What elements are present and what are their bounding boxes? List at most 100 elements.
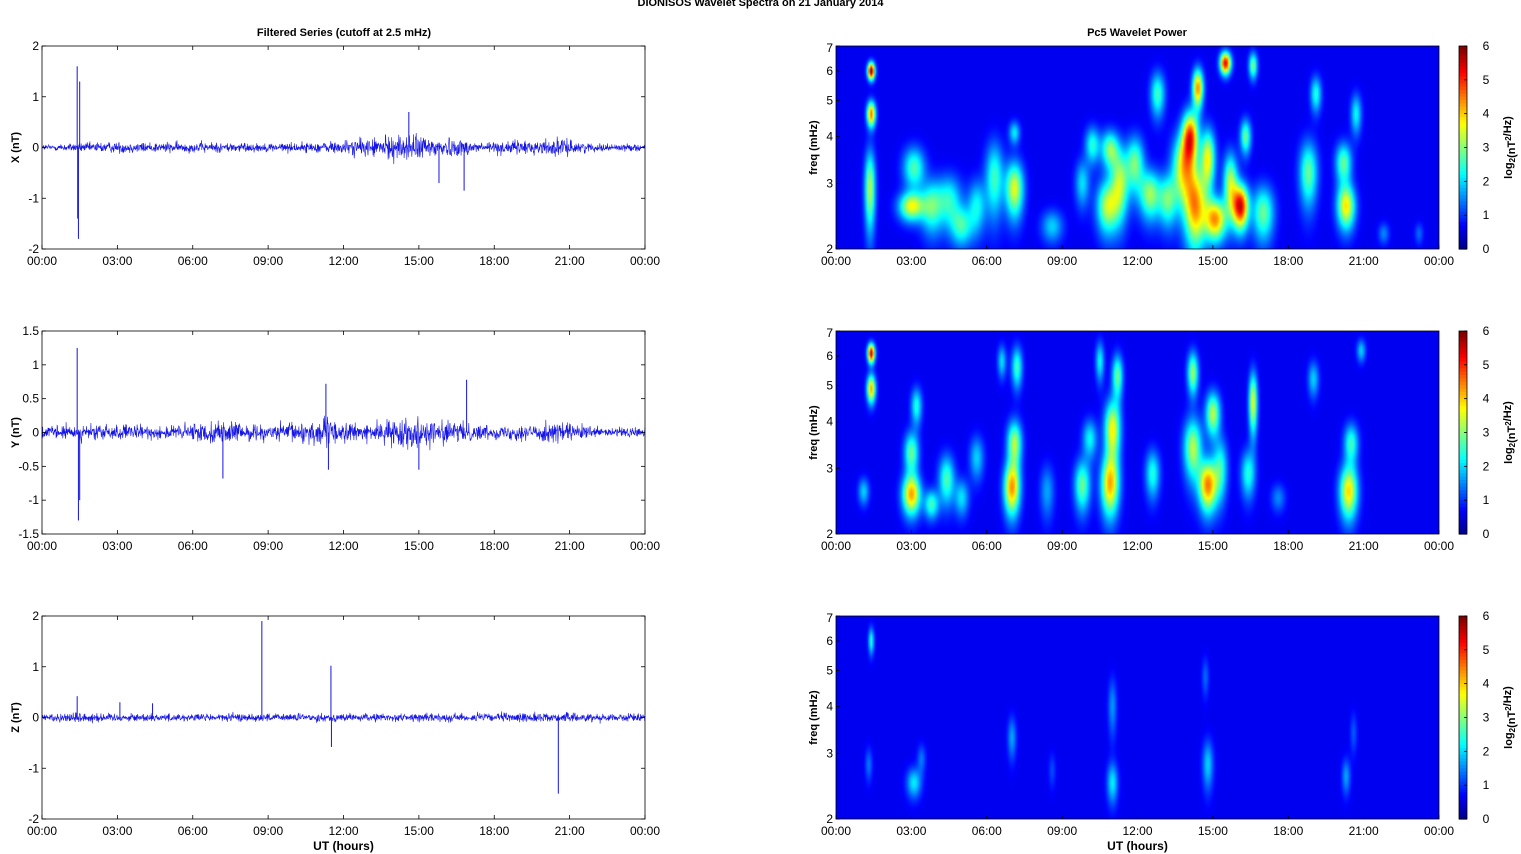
colorbar-swatch: [1459, 710, 1467, 715]
colorbar-swatch: [1459, 218, 1467, 223]
colorbar-swatch: [1459, 164, 1467, 169]
y-tick-label: 7: [826, 611, 833, 625]
colorbar-swatch: [1459, 449, 1467, 454]
x-tick-label: 00:00: [821, 539, 851, 553]
colorbar-swatch: [1459, 778, 1467, 783]
colorbar-swatch: [1459, 93, 1467, 98]
colorbar-swatch: [1459, 717, 1467, 722]
y-tick-label: 6: [826, 634, 833, 648]
x-tick-label: 12:00: [1122, 824, 1152, 838]
colorbar-swatch: [1459, 680, 1467, 685]
z-series-trace: [41, 711, 645, 724]
colorbar-tick-label: 6: [1483, 39, 1490, 53]
y-tick-label: 7: [826, 41, 833, 55]
colorbar-swatch: [1459, 69, 1467, 74]
colorbar-swatch: [1459, 479, 1467, 484]
colorbar-swatch: [1459, 79, 1467, 84]
colorbar-tick-label: 2: [1483, 174, 1490, 188]
colorbar-swatch: [1459, 418, 1467, 423]
colorbar-swatch: [1459, 805, 1467, 810]
x-wavelet-heatmap-image: [836, 46, 1439, 249]
colorbar-swatch: [1459, 358, 1467, 363]
x-tick-label: 00:00: [27, 539, 57, 553]
y-tick-label: 0.5: [22, 392, 39, 406]
colorbar-swatch: [1459, 56, 1467, 61]
colorbar-swatch: [1459, 513, 1467, 518]
colorbar-swatch: [1459, 137, 1467, 142]
colorbar-swatch: [1459, 775, 1467, 779]
colorbar-tick-label: 2: [1483, 459, 1490, 473]
colorbar-tick-label: 4: [1483, 392, 1490, 406]
x-tick-label: 00:00: [630, 824, 660, 838]
y-tick-label: 2: [32, 39, 39, 53]
colorbar-swatch: [1459, 493, 1467, 498]
y-tick-label: 2: [32, 609, 39, 623]
y-axis-label: freq (mHz): [808, 405, 820, 460]
y-tick-label: -2: [28, 812, 39, 826]
colorbar-swatch: [1459, 201, 1467, 206]
colorbar-swatch: [1459, 344, 1467, 349]
colorbar-swatch: [1459, 429, 1467, 434]
colorbar-tick-label: 4: [1483, 677, 1490, 691]
x-tick-label: 18:00: [1273, 254, 1303, 268]
colorbar-swatch: [1459, 364, 1467, 369]
x-tick-label: 18:00: [1273, 539, 1303, 553]
colorbar-swatch: [1459, 622, 1467, 627]
colorbar-swatch: [1459, 446, 1467, 451]
colorbar-tick-label: 0: [1483, 242, 1490, 256]
colorbar-swatch: [1459, 211, 1467, 216]
z-series-panel: 00:00 03:00 06:00 09:00 12:00 15:00 18:00 21:00…: [10, 609, 660, 853]
colorbar-swatch: [1459, 510, 1467, 515]
colorbar-swatch: [1459, 500, 1467, 505]
colorbar-swatch: [1459, 391, 1467, 396]
y-tick-label: 7: [826, 326, 833, 340]
colorbar-swatch: [1459, 656, 1467, 661]
colorbar-swatch: [1459, 374, 1467, 379]
colorbar-swatch: [1459, 388, 1467, 393]
colorbar-swatch: [1459, 238, 1467, 243]
colorbar-swatch: [1459, 184, 1467, 189]
colorbar: 0 1 2 3 4 5 6 log2(nT2/Hz): [1458, 609, 1518, 826]
colorbar-swatch: [1459, 812, 1467, 817]
colorbar-tick-label: 3: [1483, 711, 1490, 725]
colorbar-swatch: [1459, 123, 1467, 128]
colorbar-swatch: [1459, 724, 1467, 729]
colorbar-swatch: [1459, 646, 1467, 651]
x-tick-label: 06:00: [178, 824, 208, 838]
colorbar-swatch: [1459, 408, 1467, 413]
colorbar-swatch: [1459, 140, 1467, 145]
x-tick-label: 18:00: [479, 539, 509, 553]
colorbar-swatch: [1459, 130, 1467, 135]
x-tick-label: 00:00: [821, 824, 851, 838]
x-tick-label: 09:00: [253, 824, 283, 838]
x-tick-label: 12:00: [328, 824, 358, 838]
y-tick-label: 6: [826, 349, 833, 363]
colorbar-swatch: [1459, 700, 1467, 705]
colorbar-swatch: [1459, 496, 1467, 501]
y-wavelet-heatmap-image: [836, 331, 1439, 534]
right-column-title: Pc5 Wavelet Power: [1087, 27, 1188, 39]
colorbar-swatch: [1459, 422, 1467, 427]
x-tick-label: 15:00: [1198, 539, 1228, 553]
colorbar-swatch: [1459, 690, 1467, 695]
x-tick-label: 09:00: [253, 539, 283, 553]
colorbar-swatch: [1459, 89, 1467, 94]
colorbar-swatch: [1459, 697, 1467, 702]
colorbar-swatch: [1459, 781, 1467, 786]
colorbar-swatch: [1459, 720, 1467, 725]
colorbar-swatch: [1459, 177, 1467, 182]
colorbar-swatch: [1459, 215, 1467, 220]
colorbar-swatch: [1459, 191, 1467, 196]
colorbar-swatch: [1459, 228, 1467, 233]
y-tick-label: -0.5: [18, 459, 39, 473]
colorbar-swatch: [1459, 788, 1467, 793]
colorbar-tick-label: 6: [1483, 609, 1490, 623]
colorbar-tick-label: 0: [1483, 527, 1490, 541]
x-series-trace: [41, 132, 646, 165]
colorbar-swatch: [1459, 527, 1467, 532]
colorbar: 0 1 2 3 4 5 6 log2(nT2/Hz): [1458, 324, 1518, 541]
colorbar-swatch: [1459, 432, 1467, 437]
colorbar-swatch: [1459, 361, 1467, 366]
x-tick-label: 06:00: [972, 539, 1002, 553]
